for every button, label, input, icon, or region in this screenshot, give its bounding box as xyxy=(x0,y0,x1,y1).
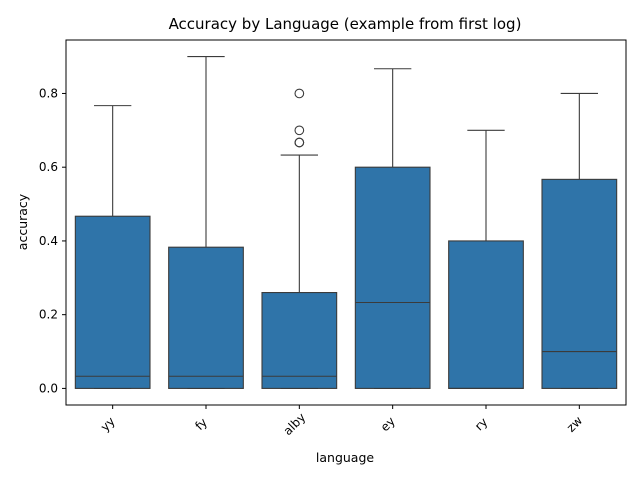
x-tick-label: ry xyxy=(472,415,490,433)
x-tick-label: zw xyxy=(564,413,585,434)
x-tick-label: alby xyxy=(281,410,309,438)
box-ey xyxy=(354,166,431,389)
x-tick-label: fy xyxy=(192,415,210,433)
x-tick-label: ey xyxy=(378,414,398,434)
x-axis-label: language xyxy=(316,450,375,465)
outlier-point xyxy=(294,88,305,99)
box-fy xyxy=(168,246,244,389)
y-tick-label: 0.8 xyxy=(39,86,58,100)
y-tick-label: 0.0 xyxy=(39,381,58,395)
box-ry xyxy=(448,240,524,389)
y-tick-label: 0.2 xyxy=(39,308,58,322)
outlier-point xyxy=(294,137,305,148)
y-axis-label: accuracy xyxy=(15,193,30,250)
x-tick-label: yy xyxy=(98,414,118,434)
plot-frame xyxy=(65,39,627,406)
outlier-point xyxy=(294,125,305,136)
plot-area: 0.0 0.2 0.4 0.6 0.8 yy fy alby ey ry zw xyxy=(39,39,627,438)
y-tick-label: 0.4 xyxy=(39,234,58,248)
box-zw xyxy=(541,178,618,389)
y-tick-label: 0.6 xyxy=(39,160,58,174)
chart-title: Accuracy by Language (example from first… xyxy=(169,15,522,33)
box-yy xyxy=(74,215,151,389)
box-alby xyxy=(261,292,338,389)
